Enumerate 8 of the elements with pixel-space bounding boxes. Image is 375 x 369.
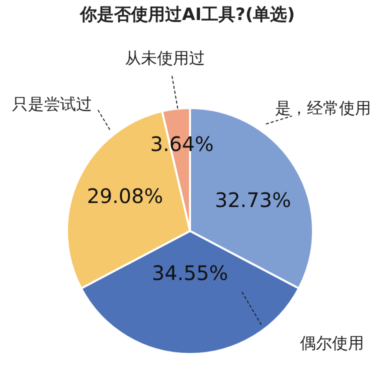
data-label: 32.73%	[214, 188, 292, 212]
slice-label: 只是尝试过	[12, 94, 92, 114]
slice-label: 从未使用过	[125, 48, 205, 68]
slice-label: 偶尔使用	[300, 334, 364, 352]
slice-label: 是，经常使用	[275, 98, 371, 118]
chart-title: 你是否使用过AI工具?(单选)	[79, 5, 295, 25]
data-label: 34.55%	[152, 261, 228, 285]
data-label: 29.08%	[86, 184, 164, 208]
